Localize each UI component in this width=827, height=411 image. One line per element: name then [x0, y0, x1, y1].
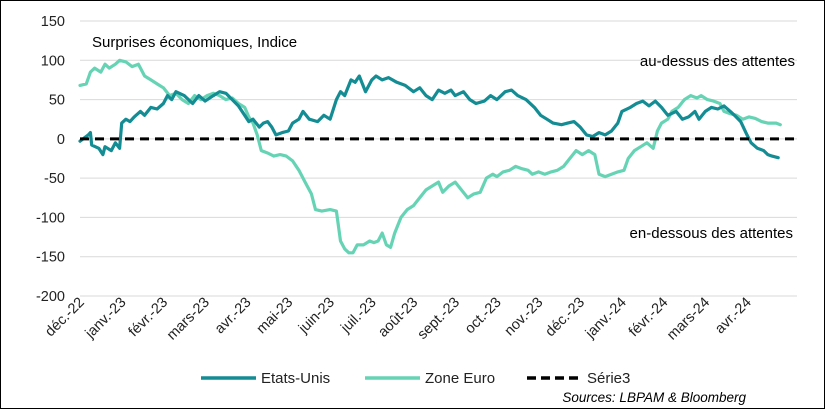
legend-label: Zone Euro: [425, 370, 495, 387]
x-tick-label: juin-23: [295, 295, 338, 338]
annotation-upper: au-dessus des attentes: [640, 53, 795, 70]
x-tick-label: nov.-23: [502, 295, 547, 340]
y-axis-ticks: 150 100 50 0 -50 -100 -150 -200: [36, 14, 65, 305]
series-line-2: [78, 58, 782, 255]
series-line-1: [78, 74, 780, 160]
x-tick-label: avr.-24: [712, 295, 755, 338]
x-tick-label: mai-23: [254, 295, 297, 338]
y-tick-label: 100: [41, 53, 65, 69]
y-tick-label: 150: [41, 14, 65, 30]
y-tick-label: 0: [57, 132, 65, 148]
gridlines: [80, 20, 797, 297]
x-tick-label: août-23: [375, 295, 421, 341]
source-note: Sources: LBPAM & Bloomberg: [562, 390, 746, 405]
x-tick-label: juil.-23: [337, 295, 379, 337]
series-lines: [78, 58, 797, 255]
legend-label: Série3: [587, 370, 630, 387]
chart-title: Surprises économiques, Indice: [92, 34, 297, 51]
x-tick-label: sept.-23: [415, 295, 463, 343]
x-tick-label: mars-24: [664, 295, 713, 344]
y-tick-label: -100: [36, 210, 65, 226]
y-tick-label: -150: [36, 250, 65, 266]
y-tick-label: 50: [49, 93, 65, 109]
y-tick-label: -50: [44, 171, 65, 187]
x-tick-label: mars-23: [164, 295, 213, 344]
annotation-lower: en-dessous des attentes: [630, 225, 793, 242]
y-tick-label: -200: [36, 289, 65, 305]
legend: Etats-Unis Zone Euro Série3: [201, 370, 630, 387]
legend-label: Etats-Unis: [261, 370, 330, 387]
x-tick-label: janv.-24: [582, 295, 630, 343]
x-tick-label: oct.-23: [462, 295, 505, 338]
x-tick-label: avr.-23: [212, 295, 255, 338]
x-tick-label: déc.-23: [543, 295, 589, 341]
x-tick-label: janv.-23: [82, 295, 130, 343]
